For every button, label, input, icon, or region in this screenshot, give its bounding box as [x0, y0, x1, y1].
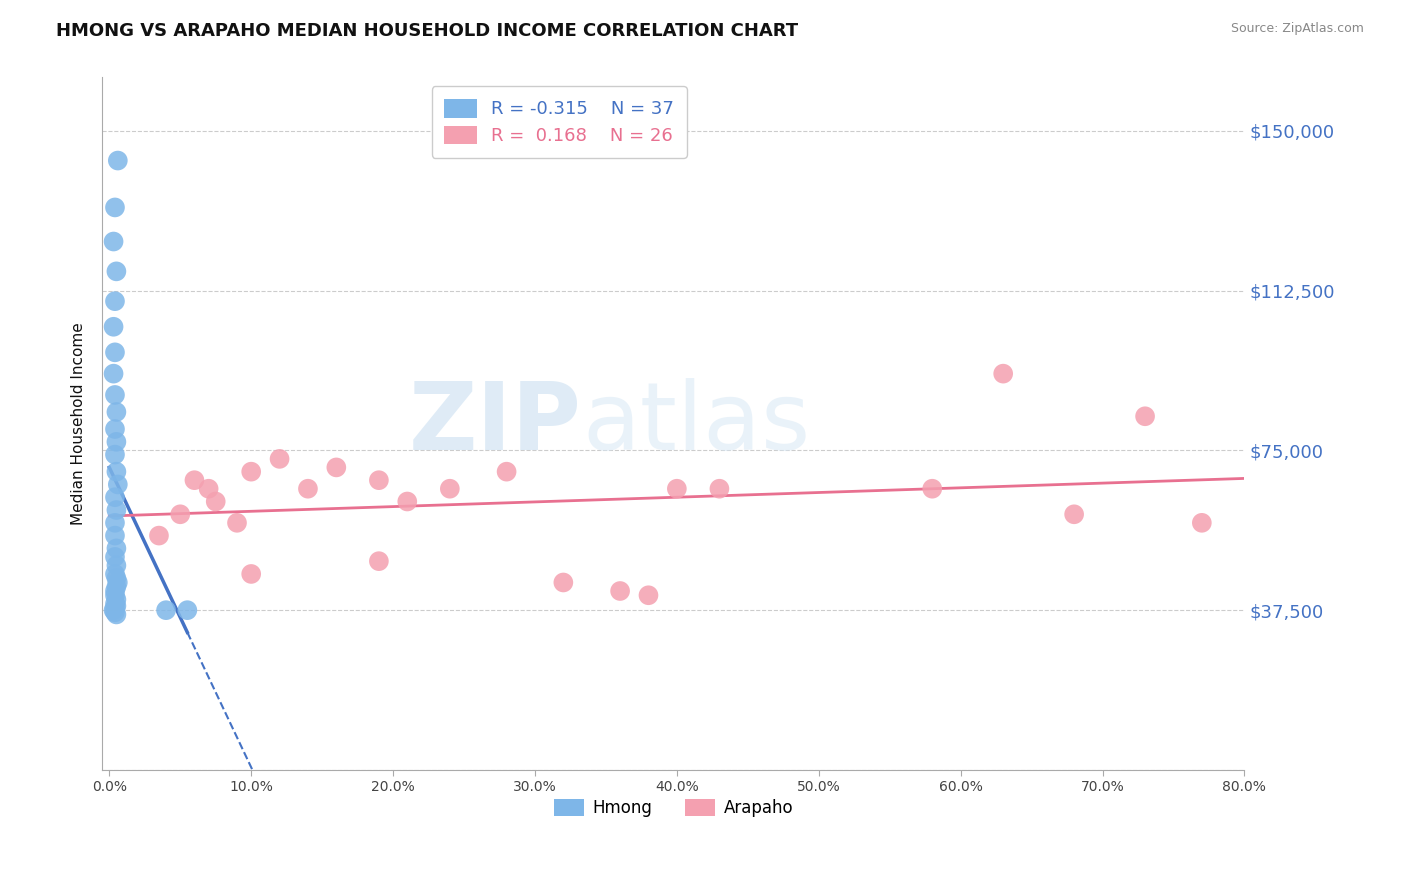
Point — [204, 494, 226, 508]
Point — [103, 235, 125, 249]
Point — [1063, 508, 1085, 522]
Point — [148, 528, 170, 542]
Point — [269, 451, 291, 466]
Point — [104, 201, 127, 215]
Point — [105, 405, 128, 419]
Point — [240, 465, 263, 479]
Point — [169, 508, 191, 522]
Point — [553, 575, 575, 590]
Point — [367, 473, 389, 487]
Point — [105, 592, 128, 607]
Point — [325, 460, 347, 475]
Point — [297, 482, 319, 496]
Text: HMONG VS ARAPAHO MEDIAN HOUSEHOLD INCOME CORRELATION CHART: HMONG VS ARAPAHO MEDIAN HOUSEHOLD INCOME… — [56, 22, 799, 40]
Point — [104, 422, 127, 436]
Point — [367, 554, 389, 568]
Point — [439, 482, 461, 496]
Point — [176, 603, 198, 617]
Point — [104, 490, 127, 504]
Point — [104, 566, 127, 581]
Point — [104, 605, 127, 619]
Point — [104, 528, 127, 542]
Point — [105, 571, 128, 585]
Point — [1133, 409, 1156, 424]
Point — [105, 580, 128, 594]
Point — [665, 482, 688, 496]
Point — [104, 549, 127, 564]
Point — [107, 477, 129, 491]
Point — [155, 603, 177, 617]
Point — [105, 264, 128, 278]
Point — [104, 601, 127, 615]
Point — [103, 367, 125, 381]
Point — [183, 473, 205, 487]
Point — [993, 367, 1015, 381]
Point — [105, 465, 128, 479]
Point — [105, 541, 128, 556]
Point — [103, 603, 125, 617]
Point — [104, 584, 127, 599]
Point — [104, 516, 127, 530]
Point — [104, 597, 127, 611]
Text: ZIP: ZIP — [409, 377, 582, 470]
Point — [105, 434, 128, 449]
Point — [107, 575, 129, 590]
Point — [609, 584, 631, 599]
Point — [226, 516, 249, 530]
Point — [105, 599, 128, 613]
Legend: Hmong, Arapaho: Hmong, Arapaho — [547, 792, 800, 824]
Point — [921, 482, 943, 496]
Y-axis label: Median Household Income: Median Household Income — [72, 322, 86, 525]
Point — [495, 465, 517, 479]
Point — [104, 448, 127, 462]
Point — [105, 607, 128, 622]
Point — [103, 319, 125, 334]
Point — [104, 345, 127, 359]
Point — [105, 503, 128, 517]
Point — [240, 566, 263, 581]
Point — [107, 153, 129, 168]
Point — [637, 588, 659, 602]
Point — [104, 588, 127, 602]
Point — [1191, 516, 1213, 530]
Text: atlas: atlas — [582, 377, 810, 470]
Point — [104, 388, 127, 402]
Point — [104, 294, 127, 309]
Point — [709, 482, 731, 496]
Point — [396, 494, 419, 508]
Point — [197, 482, 219, 496]
Point — [105, 558, 128, 573]
Text: Source: ZipAtlas.com: Source: ZipAtlas.com — [1230, 22, 1364, 36]
